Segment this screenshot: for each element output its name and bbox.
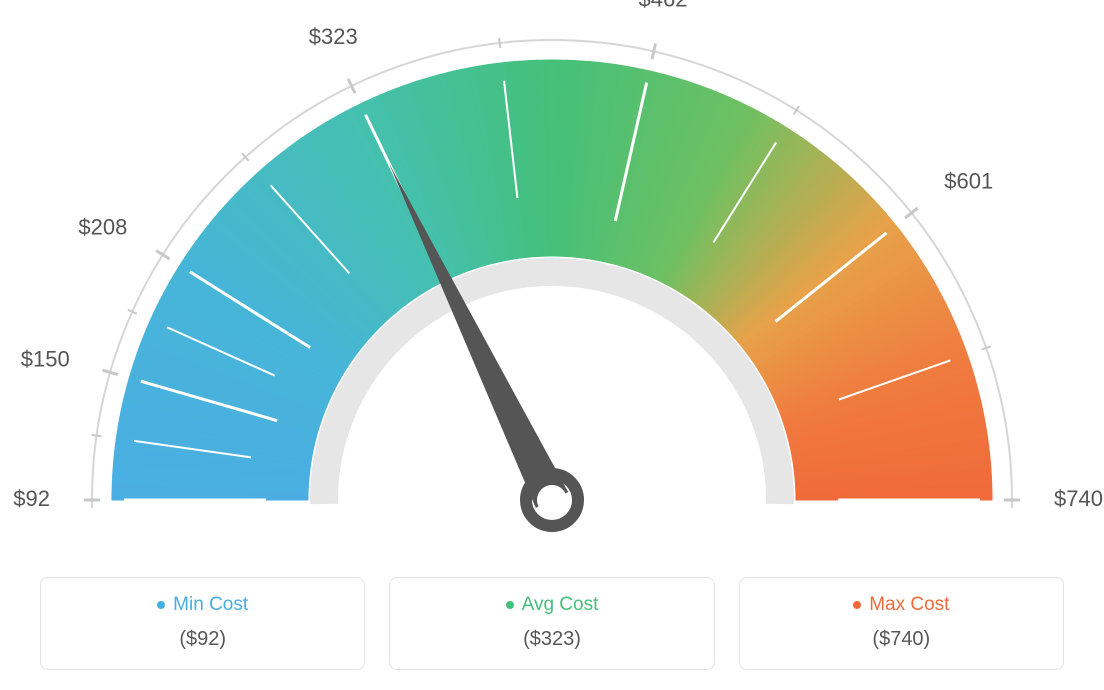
legend-card-avg: Avg Cost ($323) — [389, 577, 714, 670]
legend-label-min: Min Cost — [173, 594, 248, 616]
svg-text:$150: $150 — [21, 347, 70, 372]
legend-dot-min — [157, 601, 165, 609]
legend-title-max: Max Cost — [853, 594, 949, 616]
svg-text:$208: $208 — [78, 214, 127, 239]
gauge-svg: $92 $150 $208 $323 $462 $601 $740 — [0, 0, 1104, 560]
svg-text:$92: $92 — [13, 486, 50, 511]
legend-label-max: Max Cost — [869, 594, 949, 616]
legend-row: Min Cost ($92) Avg Cost ($323) Max Cost … — [40, 577, 1064, 670]
cost-gauge-chart: $92 $150 $208 $323 $462 $601 $740 Min Cost ($9… — [0, 0, 1104, 690]
legend-card-max: Max Cost ($740) — [739, 577, 1064, 670]
legend-card-min: Min Cost ($92) — [40, 577, 365, 670]
legend-dot-max — [853, 601, 861, 609]
svg-text:$462: $462 — [639, 0, 688, 11]
legend-label-avg: Avg Cost — [522, 594, 599, 616]
legend-value-avg: ($323) — [390, 628, 713, 651]
legend-title-min: Min Cost — [157, 594, 248, 616]
gauge-area: $92 $150 $208 $323 $462 $601 $740 — [0, 0, 1104, 560]
legend-value-max: ($740) — [740, 628, 1063, 651]
svg-text:$601: $601 — [944, 169, 993, 194]
legend-dot-avg — [506, 601, 514, 609]
svg-text:$740: $740 — [1054, 486, 1103, 511]
svg-text:$323: $323 — [309, 24, 358, 49]
legend-value-min: ($92) — [41, 628, 364, 651]
legend-title-avg: Avg Cost — [506, 594, 599, 616]
